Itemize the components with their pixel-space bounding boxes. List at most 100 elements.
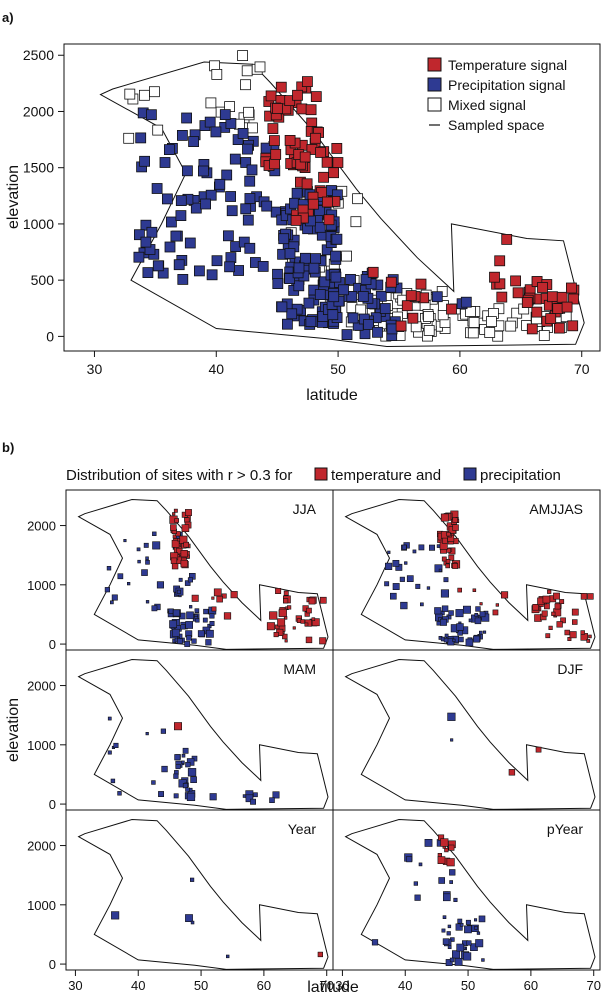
b-jja-point-temp [319,596,327,604]
b-amjjas-point-temp [571,619,578,625]
a-point-temp [537,282,548,293]
b-mam-point-precip [269,797,275,804]
a-point-precip [319,276,331,288]
panel-b-x-axis-label: latitude [307,979,359,996]
b-jja-point-precip [177,638,183,644]
b-jja-point-temp [191,594,199,602]
b-jja-point-temp [171,562,179,570]
b-amjjas-point-temp [554,603,561,610]
b-amjjas-point-temp [532,603,539,611]
b-jja-point-temp [173,508,178,513]
a-point-mixed [211,69,223,80]
b-jja-point-precip [152,531,157,537]
b-pyear-point-precip [424,838,433,847]
subplot-amjjas: AMJJAS [344,498,596,650]
a-point-mixed [138,89,150,101]
b-jja-point-precip [178,577,183,582]
a-point-temp [526,323,538,335]
b-pyear-point-precip [442,938,450,945]
a-point-mixed [148,86,160,98]
b-amjjas-point-temp [560,617,566,624]
b-amjjas-point-precip [448,610,454,616]
a-point-precip [261,200,273,212]
b-pyear-point-precip [457,918,463,924]
b-jja-point-temp [211,606,217,612]
a-point-precip [341,329,353,341]
b-djf-point-precip [447,712,456,721]
b-pyear-point-precip [442,915,447,920]
a-point-temp [268,135,280,147]
a-point-temp [296,103,308,115]
a-point-precip [308,262,320,274]
panel-b-title-temp: temperature and [331,467,441,484]
b-jja-point-precip [184,580,191,586]
a-point-precip [314,221,326,233]
b-amjjas-point-precip [389,592,397,600]
b-amjjas-point-temp [556,621,563,628]
a-point-precip [257,260,269,272]
b-jja-point-precip [145,600,150,604]
a-point-mixed [341,250,353,262]
a-point-precip [244,242,256,254]
panel-a-frame [63,43,601,352]
a-point-precip [338,284,349,296]
b-pyear-point-precip [478,915,486,923]
b-jja-point-precip [156,581,164,589]
a-point-precip [225,191,237,202]
subplot-title: Year [288,821,317,837]
b-amjjas-point-precip [474,617,482,625]
a-point-precip [328,291,340,303]
b-pyear-point-precip [475,939,484,948]
a-point-precip [200,198,212,210]
a-point-mixed [241,65,253,77]
title-temp-swatch [314,467,328,481]
a-point-precip [238,236,250,248]
a-x-tick-label: 70 [574,361,590,377]
b-pyear-point-precip [451,950,461,959]
b-amjjas-point-temp [542,595,551,604]
a-point-temp [407,312,419,324]
a-point-precip [181,112,193,124]
a-point-mixed [240,79,251,91]
a-point-precip [237,127,249,139]
a-point-precip [242,214,254,226]
b-pyear-point-precip [455,923,463,931]
b-mam-point-precip [187,768,197,777]
panel-a-x-ticks: 30 40 50 60 70 [87,351,590,377]
b-amjjas-point-temp [569,631,577,639]
b-amjjas-point-precip [392,559,400,567]
a-point-precip [221,169,233,181]
b-jja-point-temp [184,517,190,523]
b-jja-point-temp [284,639,288,643]
b-year-point-precip [111,911,120,920]
a-point-precip [226,205,238,217]
b-amjjas-point-temp [559,599,565,605]
a-point-precip [173,259,185,271]
a-point-precip [244,175,256,187]
b-jja-point-temp [319,637,327,645]
a-point-precip [240,203,252,215]
a-point-precip [386,323,398,335]
b-x-tick-label: 40 [398,978,412,993]
a-point-precip [133,229,145,241]
b-amjjas-point-temp [553,592,560,600]
b-amjjas-point-temp [500,591,509,599]
a-x-tick-label: 50 [330,361,346,377]
b-pyear-point-precip [463,952,472,961]
b-year-point-precip [190,920,195,925]
b-jja-point-precip [202,617,208,623]
b-amjjas-point-precip [482,630,487,634]
b-jja-point-precip [209,620,215,626]
b-pyear-point-precip [454,957,463,966]
b-year-point-temp [317,951,323,958]
a-x-tick-label: 30 [87,361,103,377]
b-amjjas-point-temp [580,593,588,600]
b-jja-point-temp [304,622,309,627]
a-point-temp [501,233,513,245]
a-point-temp [552,303,564,315]
b-amjjas-point-temp [586,639,591,643]
a-point-precip [159,157,171,168]
a-point-precip [177,273,189,285]
a-point-precip [163,144,175,156]
a-point-precip [379,303,391,314]
